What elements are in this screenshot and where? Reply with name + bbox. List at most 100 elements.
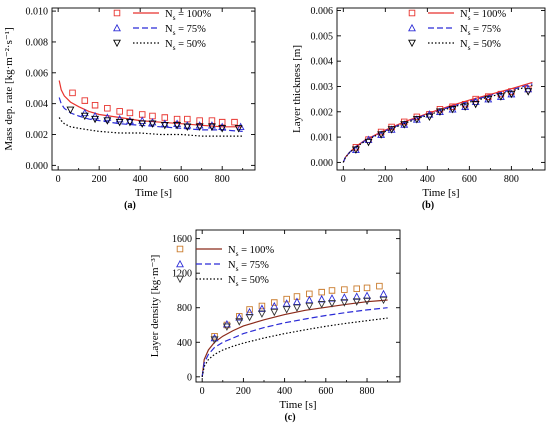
y-tick-label: 0.010 [26, 7, 49, 18]
data-point [115, 114, 124, 123]
data-point [173, 119, 182, 127]
x-tick-label: 600 [318, 386, 333, 397]
legend: Ns = 100% Ns = 75% Ns = 50% [113, 9, 211, 52]
data-point [387, 126, 396, 134]
data-point [328, 287, 336, 294]
data-point [524, 88, 533, 96]
legend-label: Ns = 50% [165, 39, 206, 52]
y-tick-label: 400 [177, 338, 192, 349]
data-point [116, 108, 123, 115]
data-point [363, 284, 371, 292]
data-point [235, 313, 244, 321]
data-point [196, 117, 203, 124]
data-point [80, 112, 89, 121]
y-tick-label: 0.002 [311, 107, 334, 118]
data-point [258, 302, 266, 310]
legend-label: Ns = 75% [165, 24, 206, 37]
panel-label: (a) [124, 200, 136, 211]
data-point [328, 294, 336, 302]
x-axis-label: Time [s] [279, 399, 316, 411]
plot-frame [51, 7, 256, 171]
data-point [104, 105, 111, 112]
legend-label: Ns = 75% [228, 260, 269, 273]
data-point [138, 116, 147, 124]
data-point [235, 318, 244, 326]
legend-marker [113, 9, 121, 17]
x-axis-label: Time [s] [422, 187, 459, 199]
legend-label: Ns = 50% [460, 39, 501, 52]
plot-area [58, 80, 245, 137]
data-point [222, 323, 231, 331]
y-axis-label: Layer density [kg·m⁻³] [149, 255, 161, 358]
data-point [364, 138, 373, 147]
series-line [342, 83, 533, 163]
series-line [201, 307, 388, 377]
data-point [173, 115, 181, 123]
series-line [201, 299, 388, 377]
data-point [352, 298, 361, 306]
data-point [352, 292, 361, 300]
y-axis-label: Layer thickness [m] [291, 45, 303, 133]
data-point [218, 118, 226, 126]
y-tick-label: 0.004 [26, 99, 49, 110]
data-point [195, 121, 204, 129]
data-point [218, 125, 227, 133]
data-point [282, 306, 291, 314]
legend-label: Ns = 50% [228, 275, 269, 288]
data-point [317, 294, 326, 303]
data-point [400, 121, 409, 129]
x-tick-label: 0 [200, 386, 205, 397]
x-tick-label: 600 [174, 174, 189, 185]
data-point [376, 282, 383, 290]
x-tick-label: 200 [236, 386, 251, 397]
plot-area [342, 81, 533, 163]
data-point [207, 123, 216, 131]
data-point [363, 297, 371, 305]
data-point [234, 125, 243, 133]
data-point [103, 113, 112, 121]
legend-marker [408, 9, 416, 17]
data-point [257, 310, 266, 318]
y-tick-label: 0.000 [311, 158, 334, 169]
legend-label: Ns = 75% [460, 24, 501, 37]
data-point [231, 118, 238, 126]
x-tick-label: 0 [56, 174, 61, 185]
plot-frame [336, 7, 546, 171]
data-point [148, 118, 157, 126]
data-point [461, 103, 470, 111]
y-tick-label: 800 [177, 303, 192, 314]
data-point [91, 111, 100, 120]
data-point [318, 288, 325, 296]
data-point [271, 299, 278, 306]
data-point [245, 313, 254, 322]
y-tick-label: 0.000 [26, 161, 49, 172]
plot-frame [195, 229, 401, 383]
data-point [377, 131, 386, 139]
data-point [210, 333, 219, 342]
data-point [496, 93, 505, 101]
legend-marker [408, 23, 416, 32]
data-point [353, 285, 360, 292]
data-point [317, 301, 326, 309]
data-point [103, 117, 112, 125]
x-tick-label: 600 [462, 174, 477, 185]
legend-marker [176, 275, 184, 284]
data-point [363, 291, 371, 299]
y-tick-label: 0.006 [26, 68, 49, 79]
data-point [160, 122, 169, 130]
data-point [125, 116, 134, 124]
y-tick-label: 0.005 [311, 31, 334, 42]
legend-marker [113, 39, 121, 48]
data-point [351, 146, 360, 154]
data-point [305, 302, 314, 311]
data-point [293, 304, 301, 312]
data-point [340, 293, 349, 301]
legend-label: Ns = 100% [460, 9, 506, 22]
y-tick-label: 0.003 [311, 82, 334, 93]
data-point [138, 111, 146, 118]
legend-label: Ns = 100% [228, 245, 274, 258]
data-point [207, 121, 216, 129]
x-tick-label: 400 [420, 174, 435, 185]
legend-marker [176, 259, 184, 268]
